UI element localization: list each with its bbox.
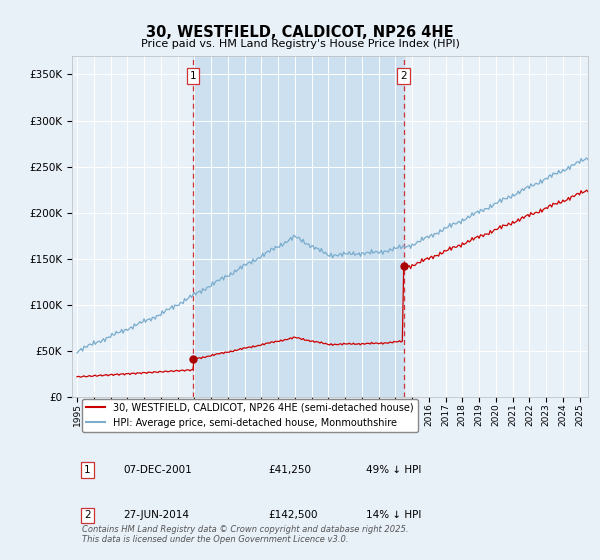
Text: 1: 1 (84, 465, 91, 475)
Text: Price paid vs. HM Land Registry's House Price Index (HPI): Price paid vs. HM Land Registry's House … (140, 39, 460, 49)
Text: 1: 1 (190, 71, 196, 81)
Text: 14% ↓ HPI: 14% ↓ HPI (366, 511, 421, 520)
Legend: 30, WESTFIELD, CALDICOT, NP26 4HE (semi-detached house), HPI: Average price, sem: 30, WESTFIELD, CALDICOT, NP26 4HE (semi-… (82, 399, 418, 432)
Text: 30, WESTFIELD, CALDICOT, NP26 4HE: 30, WESTFIELD, CALDICOT, NP26 4HE (146, 25, 454, 40)
Text: 2: 2 (84, 511, 91, 520)
Text: Contains HM Land Registry data © Crown copyright and database right 2025.
This d: Contains HM Land Registry data © Crown c… (82, 525, 409, 544)
Text: 2: 2 (400, 71, 407, 81)
Text: 07-DEC-2001: 07-DEC-2001 (124, 465, 193, 475)
Text: 49% ↓ HPI: 49% ↓ HPI (366, 465, 421, 475)
Text: £142,500: £142,500 (268, 511, 317, 520)
Bar (193, 56, 404, 397)
Text: 27-JUN-2014: 27-JUN-2014 (124, 511, 190, 520)
Text: £41,250: £41,250 (268, 465, 311, 475)
